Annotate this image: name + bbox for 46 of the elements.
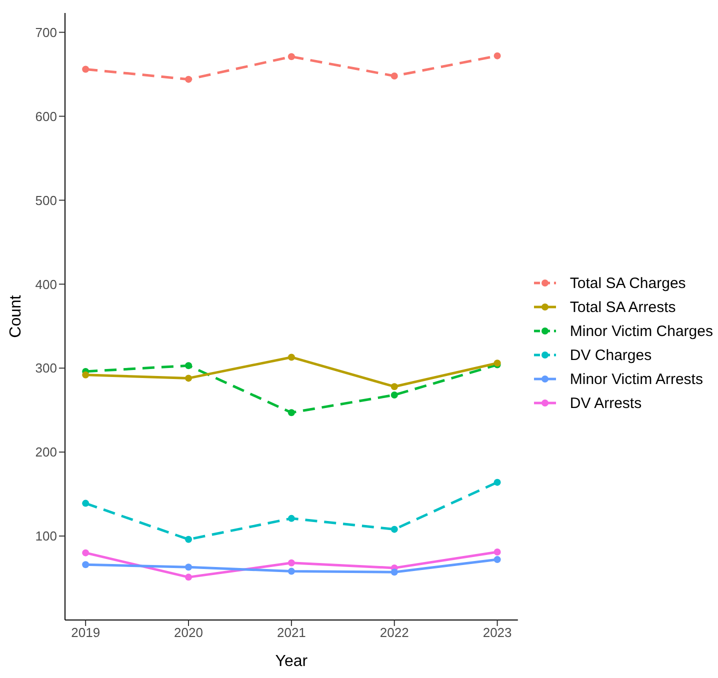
- point: [185, 574, 192, 581]
- point: [82, 66, 90, 73]
- point: [390, 72, 398, 80]
- y-tick-label: 100: [35, 528, 57, 544]
- point: [185, 564, 192, 571]
- point: [185, 536, 192, 543]
- point: [288, 409, 295, 416]
- legend-label: Total SA Charges: [570, 274, 686, 292]
- point: [288, 354, 295, 361]
- legend-label: DV Arrests: [570, 394, 642, 412]
- point: [288, 53, 295, 60]
- point: [494, 548, 501, 556]
- point: [288, 514, 295, 522]
- y-tick-label: 400: [35, 276, 57, 292]
- point: [185, 374, 192, 382]
- y-tick-label: 500: [35, 192, 57, 208]
- point: [82, 371, 90, 378]
- y-tick-label: 200: [35, 444, 57, 460]
- x-tick-label: 2019: [71, 625, 100, 640]
- y-tick-label: 700: [35, 24, 57, 40]
- point: [390, 383, 398, 390]
- legend-label: Minor Victim Arrests: [570, 370, 703, 388]
- legend-label: DV Charges: [570, 346, 652, 364]
- x-tick-label: 2021: [276, 625, 306, 640]
- x-axis-title: Year: [275, 653, 308, 670]
- x-tick-label: 2023: [482, 625, 512, 640]
- point: [494, 478, 501, 486]
- point: [82, 549, 90, 556]
- point: [82, 561, 90, 568]
- y-tick-label: 600: [35, 108, 57, 124]
- point: [390, 392, 398, 398]
- point: [288, 559, 295, 566]
- point: [494, 52, 501, 60]
- point: [494, 556, 501, 564]
- y-axis-title: Count: [8, 294, 25, 338]
- point: [390, 568, 398, 576]
- point: [82, 500, 90, 507]
- legend-label: Total SA Arrests: [570, 298, 676, 316]
- y-tick-label: 300: [35, 360, 57, 376]
- x-tick-label: 2022: [380, 625, 409, 640]
- legend-label: Minor Victim Charges: [570, 322, 713, 340]
- x-tick-label: 2020: [174, 625, 203, 640]
- point: [390, 526, 398, 533]
- point: [185, 76, 192, 83]
- point: [288, 568, 295, 575]
- point: [185, 362, 192, 370]
